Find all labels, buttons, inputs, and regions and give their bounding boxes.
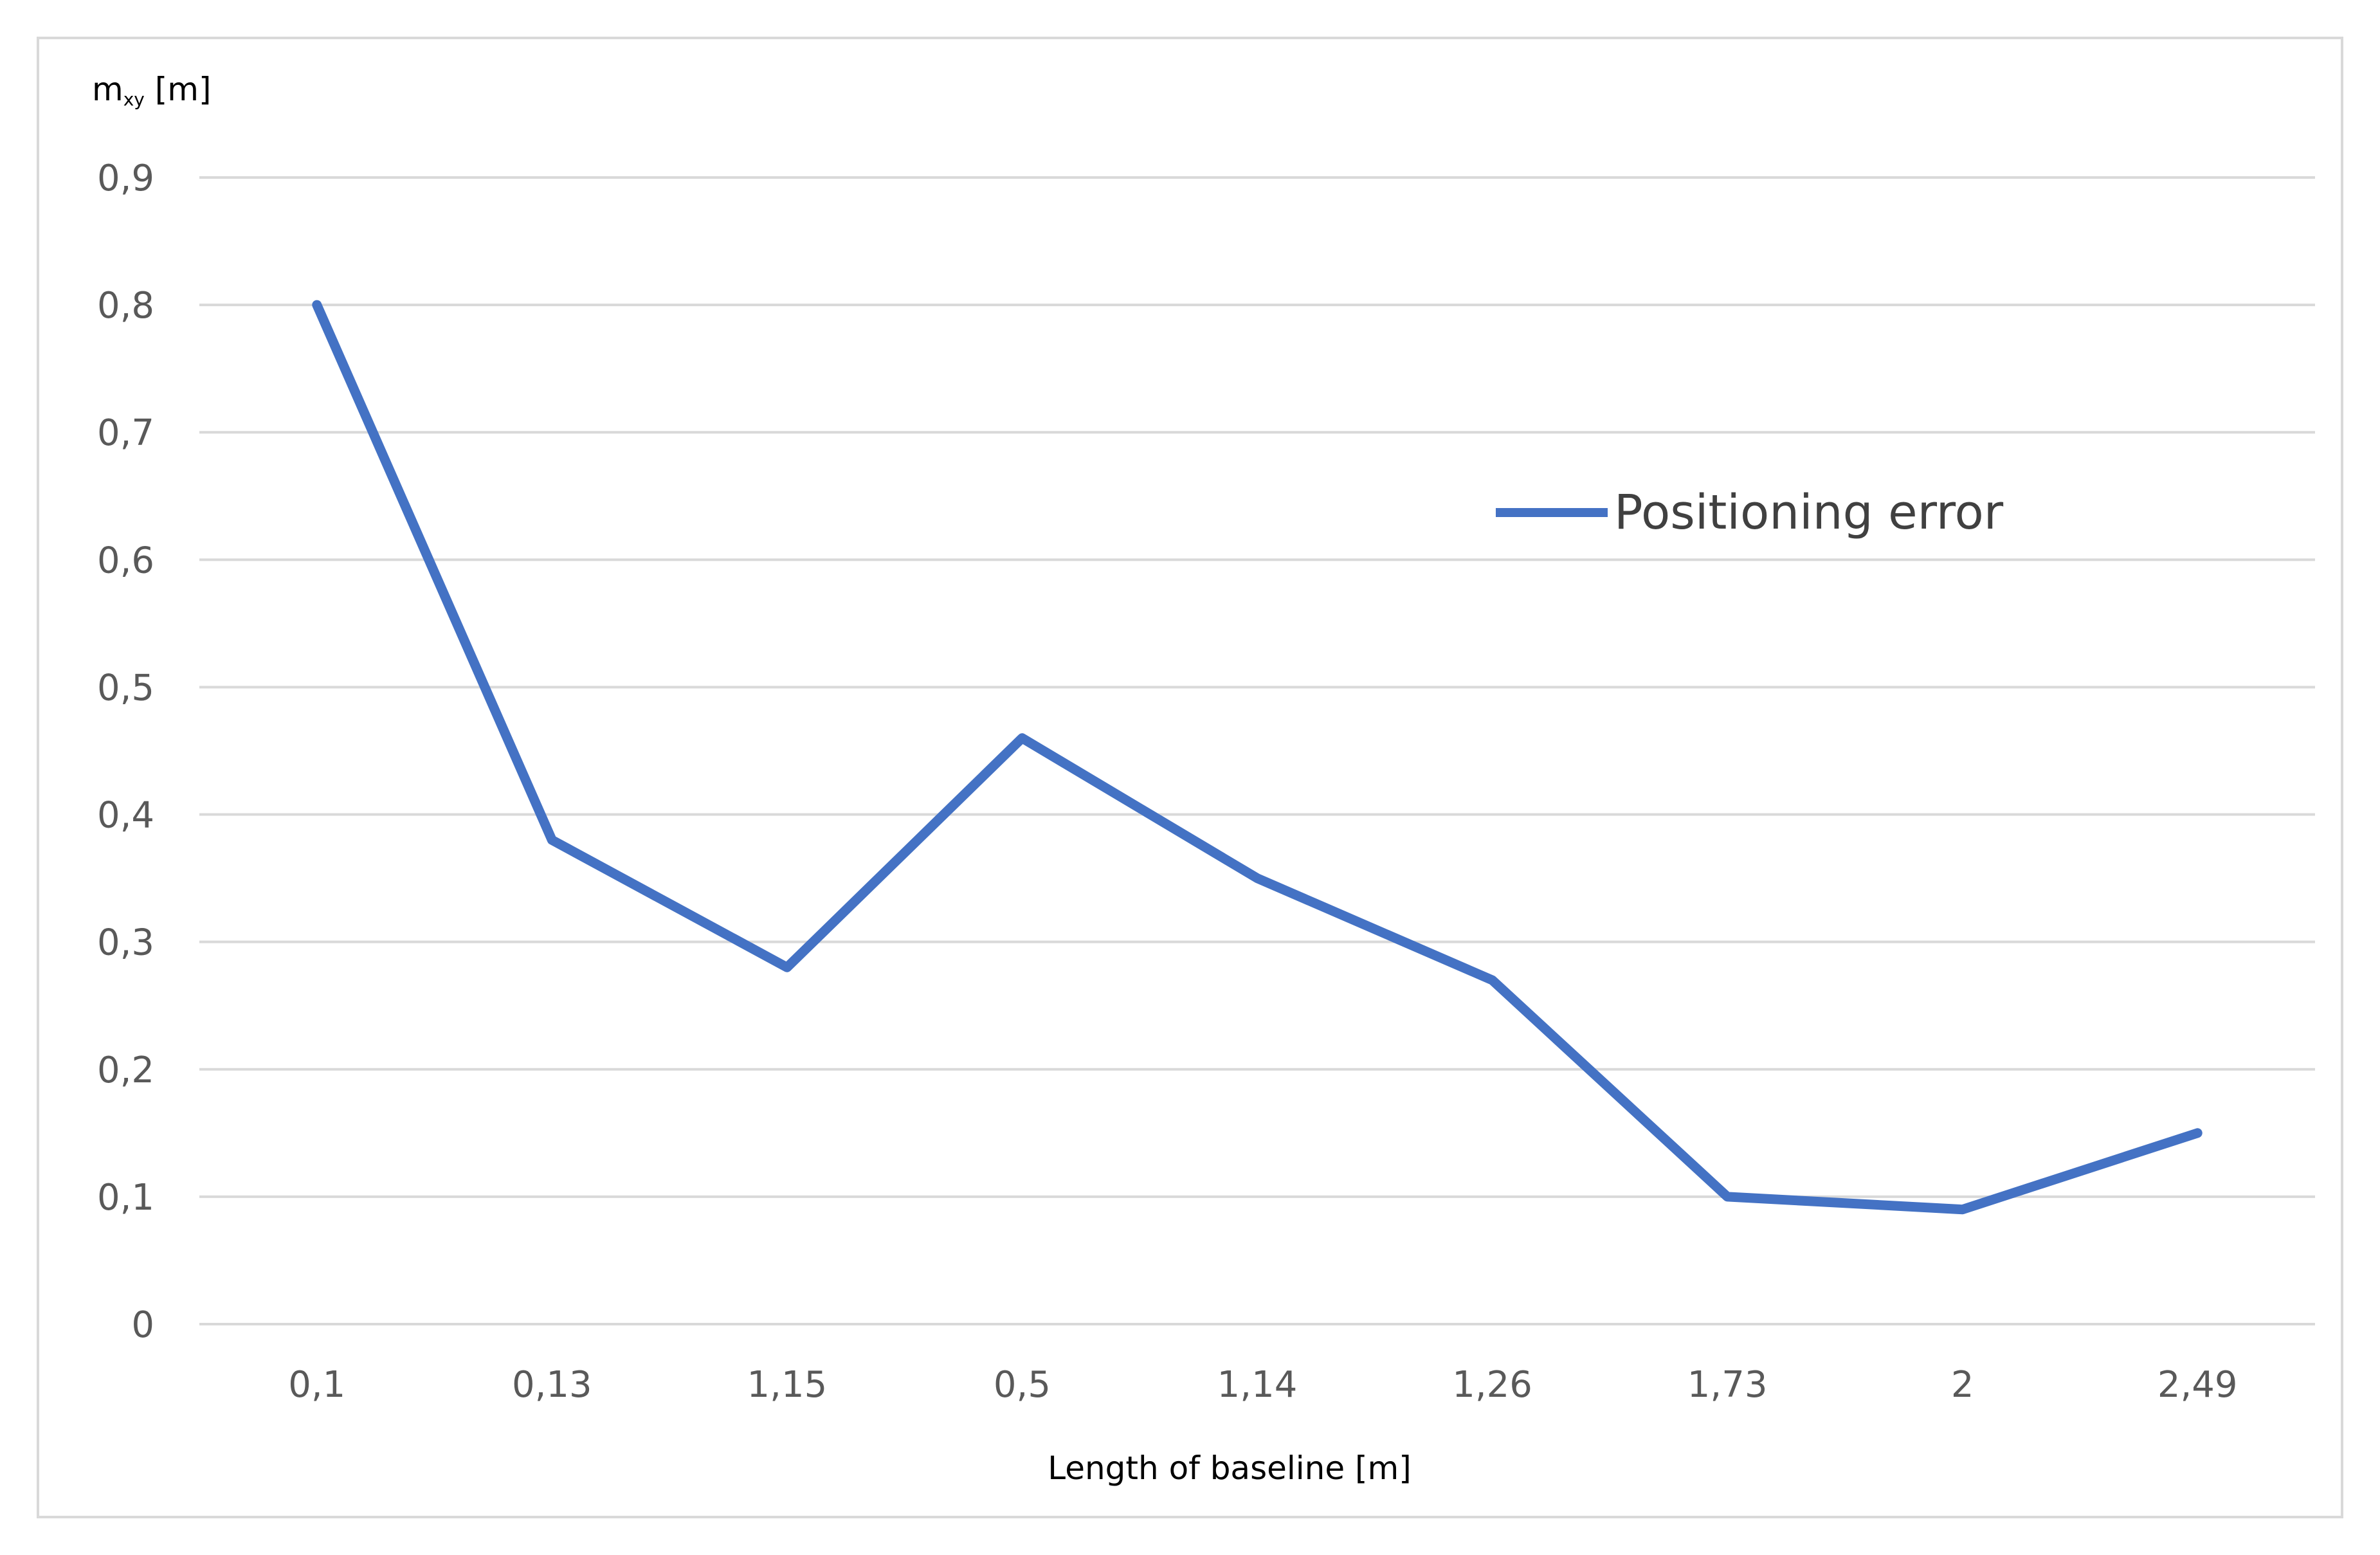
x-axis-title: Length of baseline [m] (1048, 1450, 1411, 1487)
y-axis-title-unit: [m] (145, 71, 212, 108)
y-tick-label: 0,4 (97, 795, 154, 837)
y-axis-title-subscript: xy (123, 89, 145, 110)
y-tick-label: 0 (131, 1304, 154, 1346)
x-tick-label: 0,5 (994, 1364, 1051, 1406)
series-line-positioning-error (312, 300, 2203, 1215)
y-tick-label: 0,9 (97, 158, 154, 199)
y-tick-label: 0,7 (97, 412, 154, 454)
x-tick-label: 1,14 (1217, 1364, 1298, 1406)
legend: Positioning error (1496, 485, 2004, 540)
x-tick-label: 2 (1951, 1364, 1974, 1406)
x-tick-labels: 0,1 0,13 1,15 0,5 1,14 1,26 1,73 2 2,49 (288, 1364, 2237, 1406)
x-tick-label: 1,15 (747, 1364, 828, 1406)
y-tick-labels: 0 0,1 0,2 0,3 0,4 0,5 0,6 0,7 0,8 0,9 (97, 158, 154, 1346)
chart-frame (37, 37, 2343, 1518)
y-tick-label: 0,6 (97, 540, 154, 581)
legend-label: Positioning error (1614, 485, 2004, 540)
x-tick-label: 1,73 (1687, 1364, 1768, 1406)
x-tick-label: 0,1 (288, 1364, 345, 1406)
y-tick-label: 0,5 (97, 667, 154, 709)
y-axis-title: mxy [m] (92, 71, 211, 110)
y-axis-title-main: m (92, 71, 123, 108)
y-tick-label: 0,8 (97, 285, 154, 327)
x-tick-label: 0,13 (512, 1364, 592, 1406)
gridlines (199, 176, 2315, 1325)
x-tick-label: 1,26 (1452, 1364, 1532, 1406)
y-tick-label: 0,2 (97, 1050, 154, 1091)
series-lines (312, 300, 2203, 1215)
x-tick-label: 2,49 (2157, 1364, 2238, 1406)
y-tick-label: 0,3 (97, 922, 154, 964)
y-tick-label: 0,1 (97, 1177, 154, 1219)
